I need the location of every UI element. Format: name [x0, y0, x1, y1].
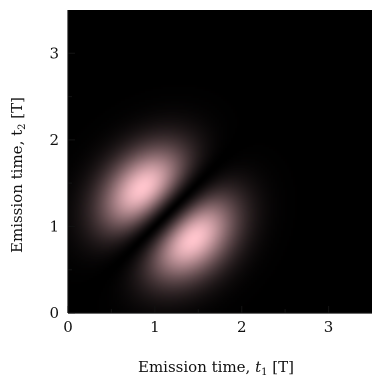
x-tick-label: 1 [150, 318, 160, 336]
x-tick-label: 3 [324, 318, 334, 336]
y-tick-label: 0 [49, 304, 59, 322]
x-axis-label: Emission time, t1 [T] [138, 358, 294, 378]
x-tick-label: 2 [237, 318, 247, 336]
y-tick-label: 3 [49, 44, 59, 62]
y-axis-label: Emission time, t2 [T] [8, 97, 28, 253]
y-tick-label: 1 [49, 217, 59, 235]
heatmap-image [68, 10, 372, 313]
y-tick-label: 2 [49, 131, 59, 149]
axes: 0 1 2 3 0 1 2 3 [49, 10, 372, 336]
x-tick-label: 0 [63, 318, 73, 336]
